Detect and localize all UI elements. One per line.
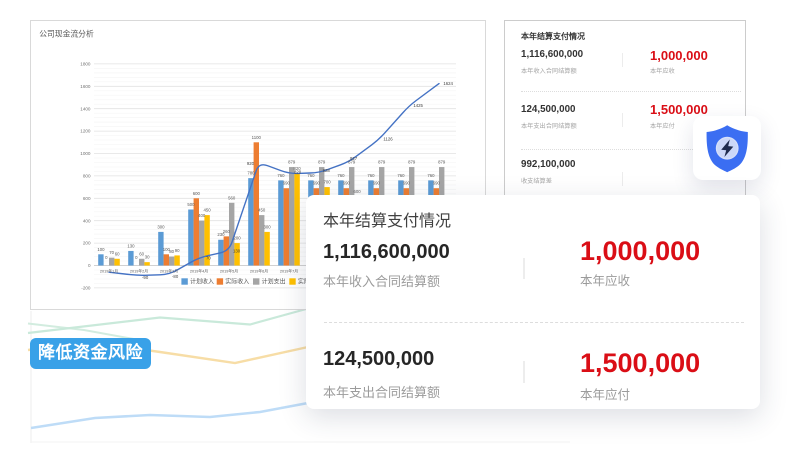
svg-text:1800: 1800: [80, 62, 91, 67]
svg-text:0: 0: [105, 255, 108, 260]
svg-text:1000: 1000: [80, 151, 91, 156]
svg-text:450: 450: [204, 208, 212, 213]
svg-text:879: 879: [348, 160, 356, 165]
svg-text:400: 400: [198, 213, 206, 218]
svg-text:690: 690: [433, 181, 441, 186]
svg-text:760: 760: [277, 173, 285, 178]
svg-text:560: 560: [228, 195, 236, 200]
svg-text:920: 920: [247, 161, 255, 166]
svg-text:760: 760: [397, 173, 405, 178]
svg-text:2019年6月: 2019年6月: [250, 269, 268, 274]
svg-text:300: 300: [157, 224, 165, 229]
svg-text:879: 879: [318, 160, 326, 165]
svg-text:1200: 1200: [80, 129, 91, 134]
svg-text:450: 450: [258, 208, 266, 213]
svg-text:300: 300: [264, 224, 272, 229]
svg-text:0: 0: [135, 255, 138, 260]
svg-text:计划收入: 计划收入: [190, 278, 214, 286]
svg-text:-90: -90: [142, 275, 149, 280]
svg-text:2019年3月: 2019年3月: [160, 269, 178, 274]
svg-text:200: 200: [83, 241, 91, 246]
svg-text:80: 80: [169, 249, 174, 254]
svg-text:-80: -80: [172, 274, 179, 279]
svg-text:60: 60: [115, 251, 120, 256]
svg-text:760: 760: [367, 173, 375, 178]
svg-text:2019年5月: 2019年5月: [220, 269, 238, 274]
svg-text:879: 879: [408, 160, 416, 165]
svg-text:100: 100: [163, 247, 171, 252]
svg-text:230: 230: [217, 232, 225, 237]
svg-text:1126: 1126: [383, 137, 393, 142]
svg-text:1624: 1624: [443, 81, 453, 86]
svg-text:70: 70: [109, 250, 114, 255]
svg-text:690: 690: [403, 181, 411, 186]
svg-text:780: 780: [247, 171, 255, 176]
svg-text:879: 879: [378, 160, 386, 165]
svg-text:690: 690: [313, 181, 321, 186]
svg-text:690: 690: [373, 181, 381, 186]
svg-text:927: 927: [350, 156, 358, 161]
svg-text:200: 200: [234, 236, 242, 241]
svg-text:计划支出: 计划支出: [262, 278, 286, 286]
svg-text:2019年1月: 2019年1月: [100, 269, 118, 274]
svg-text:760: 760: [427, 173, 435, 178]
svg-text:公司现金流分析: 公司现金流分析: [39, 29, 94, 39]
svg-text:1425: 1425: [413, 103, 423, 108]
svg-text:700: 700: [324, 180, 332, 185]
svg-text:600: 600: [193, 191, 201, 196]
svg-text:2019年7月: 2019年7月: [280, 269, 298, 274]
svg-text:828: 828: [323, 168, 331, 173]
svg-text:760: 760: [307, 173, 315, 178]
svg-text:600: 600: [354, 189, 362, 194]
svg-text:600: 600: [83, 196, 91, 201]
svg-text:260: 260: [223, 229, 231, 234]
svg-text:820: 820: [294, 169, 302, 174]
svg-text:-200: -200: [81, 286, 91, 291]
svg-text:30: 30: [145, 255, 150, 260]
svg-text:1600: 1600: [80, 84, 91, 89]
svg-text:1100: 1100: [252, 135, 262, 140]
svg-text:60: 60: [139, 251, 144, 256]
svg-text:1400: 1400: [80, 106, 91, 111]
svg-text:90: 90: [175, 248, 180, 253]
svg-text:130: 130: [127, 243, 135, 248]
svg-text:70: 70: [206, 256, 211, 261]
svg-text:879: 879: [438, 160, 446, 165]
svg-text:690: 690: [283, 181, 291, 186]
svg-text:2019年4月: 2019年4月: [190, 269, 208, 274]
svg-text:500: 500: [187, 202, 195, 207]
svg-text:800: 800: [83, 174, 91, 179]
svg-text:实际收入: 实际收入: [225, 278, 249, 286]
svg-text:0: 0: [88, 263, 91, 268]
svg-text:400: 400: [83, 218, 91, 223]
svg-text:2019年2月: 2019年2月: [130, 269, 148, 274]
svg-text:690: 690: [343, 181, 351, 186]
svg-text:820: 820: [294, 166, 302, 171]
svg-text:879: 879: [288, 160, 296, 165]
svg-text:100: 100: [97, 247, 105, 252]
svg-text:130: 130: [233, 248, 241, 253]
svg-text:760: 760: [337, 173, 345, 178]
